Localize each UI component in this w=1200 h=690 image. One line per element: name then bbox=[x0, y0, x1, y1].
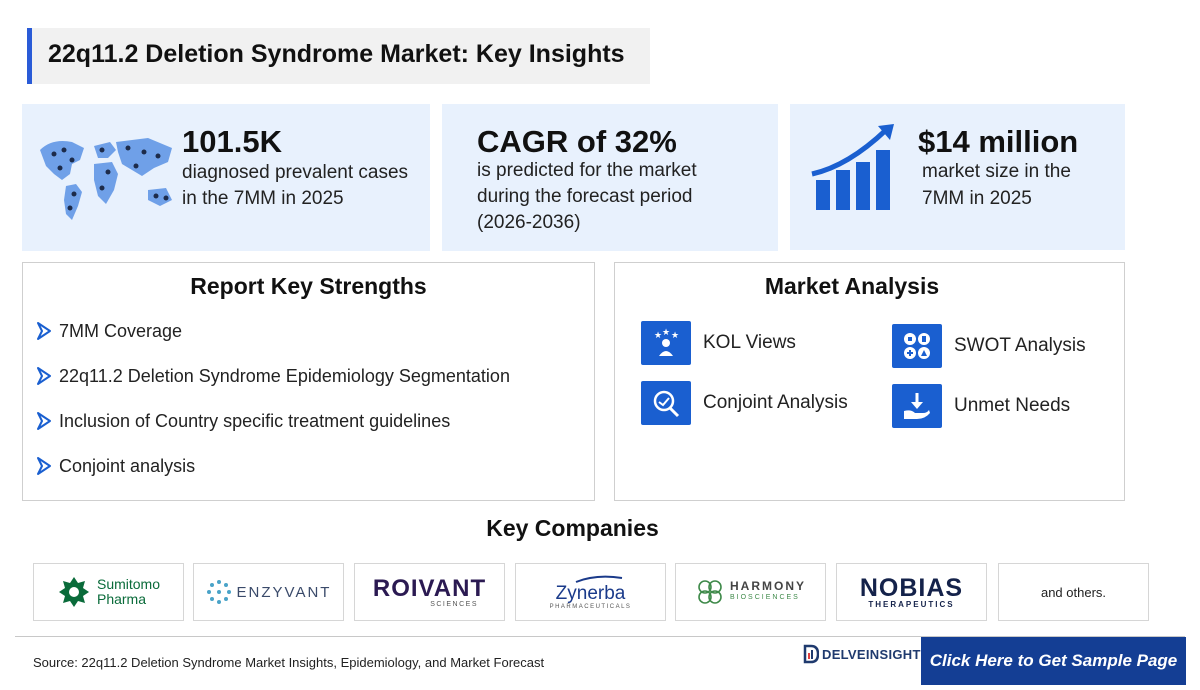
stat-market-size-line2: 7MM in 2025 bbox=[922, 188, 1032, 209]
cta-label: Click Here to Get Sample Page bbox=[929, 651, 1178, 670]
market-analysis-title: Market Analysis bbox=[764, 273, 940, 299]
get-sample-page-button[interactable]: Click Here to Get Sample Page bbox=[921, 637, 1186, 685]
sumitomo-emblem-icon bbox=[58, 577, 89, 607]
zynerba-name: Zynerba bbox=[555, 583, 626, 604]
strength-item: 22q11.2 Deletion Syndrome Epidemiology S… bbox=[35, 363, 510, 389]
delveinsight-brand: DELVEINSIGHT bbox=[822, 646, 921, 662]
key-companies-title: Key Companies bbox=[486, 515, 659, 541]
market-analysis-panel: Market Analysis ★ ★ ★ KOL Views SWOT bbox=[614, 262, 1125, 501]
unmet-needs-label: Unmet Needs bbox=[954, 395, 1071, 416]
world-map-icon bbox=[40, 138, 172, 220]
market-analysis-item-kol: ★ ★ ★ KOL Views bbox=[641, 321, 796, 365]
conjoint-analysis-label: Conjoint Analysis bbox=[703, 392, 848, 413]
sumitomo-line1: Sumitomo bbox=[96, 576, 161, 592]
stat-cagr-value: CAGR of 32% bbox=[477, 124, 677, 159]
source-text: Source: 22q11.2 Deletion Syndrome Market… bbox=[33, 655, 545, 670]
strength-label: 7MM Coverage bbox=[59, 320, 183, 341]
strength-item: 7MM Coverage bbox=[35, 318, 182, 344]
market-analysis-item-swot: SWOT Analysis bbox=[892, 324, 1086, 368]
stat-prevalence-line1: diagnosed prevalent cases bbox=[182, 162, 409, 183]
stat-card-market-size: $14 million market size in the 7MM in 20… bbox=[790, 104, 1125, 250]
harmony-brain-icon bbox=[698, 580, 722, 604]
growth-chart-icon bbox=[811, 124, 894, 210]
strength-item: Conjoint analysis bbox=[35, 453, 195, 479]
title-box: 22q11.2 Deletion Syndrome Market: Key In… bbox=[27, 28, 650, 84]
zynerba-sub: PHARMACEUTICALS bbox=[549, 604, 632, 610]
stat-cagr-line2: during the forecast period bbox=[477, 186, 693, 207]
logo-enzyvant: ENZYVANT bbox=[193, 563, 344, 621]
report-key-strengths-panel: Report Key Strengths 7MM Coverage 22q11.… bbox=[22, 262, 595, 501]
stat-cagr-line3: (2026-2036) bbox=[477, 212, 581, 233]
enzyvant-name: ENZYVANT bbox=[236, 583, 332, 601]
sumitomo-line2: Pharma bbox=[96, 591, 147, 607]
chevron-right-icon bbox=[37, 457, 51, 475]
harmony-sub: BIOSCIENCES bbox=[730, 594, 800, 601]
strengths-title: Report Key Strengths bbox=[190, 273, 427, 299]
stat-prevalence-value: 101.5K bbox=[182, 124, 282, 159]
page-title: 22q11.2 Deletion Syndrome Market: Key In… bbox=[48, 40, 625, 68]
market-analysis-item-conjoint: Conjoint Analysis bbox=[641, 381, 848, 425]
strength-label: 22q11.2 Deletion Syndrome Epidemiology S… bbox=[59, 365, 510, 386]
stat-prevalence-line2: in the 7MM in 2025 bbox=[182, 188, 344, 209]
logo-nobias: NOBIAS THERAPEUTICS bbox=[836, 563, 987, 621]
swot-icon bbox=[892, 324, 942, 368]
delveinsight-logo[interactable]: DELVEINSIGHT bbox=[803, 644, 921, 664]
stat-cagr-line1: is predicted for the market bbox=[477, 160, 697, 181]
nobias-sub: THERAPEUTICS bbox=[868, 599, 955, 609]
nobias-name: NOBIAS bbox=[859, 573, 964, 602]
kol-views-label: KOL Views bbox=[703, 332, 796, 353]
logo-sumitomo-pharma: Sumitomo Pharma bbox=[33, 563, 184, 621]
footer-divider bbox=[15, 636, 1185, 637]
kol-views-icon: ★ ★ ★ bbox=[641, 321, 691, 365]
stat-market-size-line1: market size in the bbox=[922, 161, 1071, 182]
stat-card-prevalence: 101.5K diagnosed prevalent cases in the … bbox=[22, 104, 430, 251]
harmony-name: HARMONY bbox=[730, 579, 806, 593]
logo-others: and others. bbox=[998, 563, 1149, 621]
svg-text:★: ★ bbox=[654, 331, 662, 341]
delveinsight-emblem-icon bbox=[803, 644, 819, 664]
roivant-name: ROIVANT bbox=[372, 574, 487, 602]
logo-roivant: ROIVANT SCIENCES bbox=[354, 563, 505, 621]
swot-label: SWOT Analysis bbox=[954, 335, 1086, 356]
stat-market-size-value: $14 million bbox=[918, 124, 1079, 159]
zynerba-swoosh-icon bbox=[575, 575, 622, 583]
logo-harmony: HARMONY BIOSCIENCES bbox=[675, 563, 826, 621]
enzyvant-dots-icon bbox=[206, 580, 231, 604]
conjoint-analysis-icon bbox=[641, 381, 691, 425]
strength-item: Inclusion of Country specific treatment … bbox=[35, 408, 450, 434]
chevron-right-icon bbox=[37, 367, 51, 385]
roivant-sub: SCIENCES bbox=[430, 600, 478, 608]
strength-label: Conjoint analysis bbox=[59, 455, 196, 476]
svg-text:★: ★ bbox=[671, 331, 679, 341]
market-analysis-item-unmet: Unmet Needs bbox=[892, 384, 1070, 428]
stat-card-cagr: CAGR of 32% is predicted for the market … bbox=[442, 104, 778, 251]
strength-label: Inclusion of Country specific treatment … bbox=[59, 410, 451, 431]
chevron-right-icon bbox=[37, 412, 51, 430]
chevron-right-icon bbox=[37, 322, 51, 340]
others-label: and others. bbox=[1040, 584, 1107, 600]
svg-text:★: ★ bbox=[662, 328, 670, 338]
logo-zynerba: Zynerba PHARMACEUTICALS bbox=[515, 563, 666, 621]
unmet-needs-icon bbox=[892, 384, 942, 428]
